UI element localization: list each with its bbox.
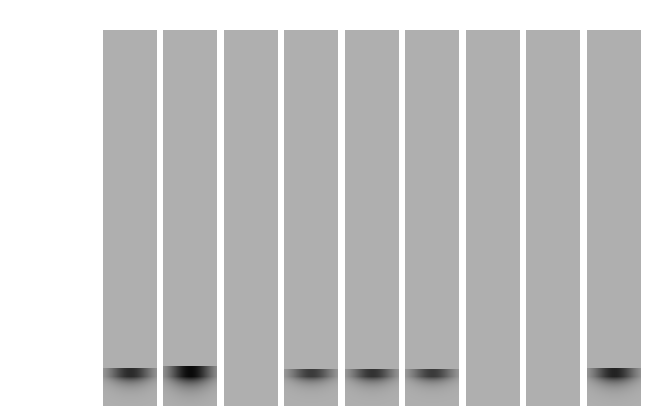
Text: 15: 15 — [108, 333, 124, 347]
Text: 35: 35 — [108, 246, 124, 259]
Text: 25: 25 — [108, 281, 124, 294]
Text: 170: 170 — [99, 84, 124, 97]
Text: 70: 70 — [107, 175, 124, 188]
Text: MDCK: MDCK — [446, 57, 481, 70]
Text: PC12: PC12 — [495, 57, 525, 70]
Text: HepG2: HepG2 — [162, 57, 202, 70]
Text: HeLa: HeLa — [214, 57, 243, 70]
Text: 100: 100 — [99, 138, 124, 151]
Text: MCF7: MCF7 — [541, 57, 573, 70]
Text: 40: 40 — [108, 232, 124, 245]
Text: 130: 130 — [99, 111, 124, 124]
Text: Jurkat: Jurkat — [399, 57, 434, 70]
Text: 55: 55 — [107, 200, 124, 213]
Text: SVT2: SVT2 — [261, 57, 291, 70]
Text: COS7: COS7 — [354, 57, 385, 70]
Text: A549: A549 — [307, 57, 337, 70]
